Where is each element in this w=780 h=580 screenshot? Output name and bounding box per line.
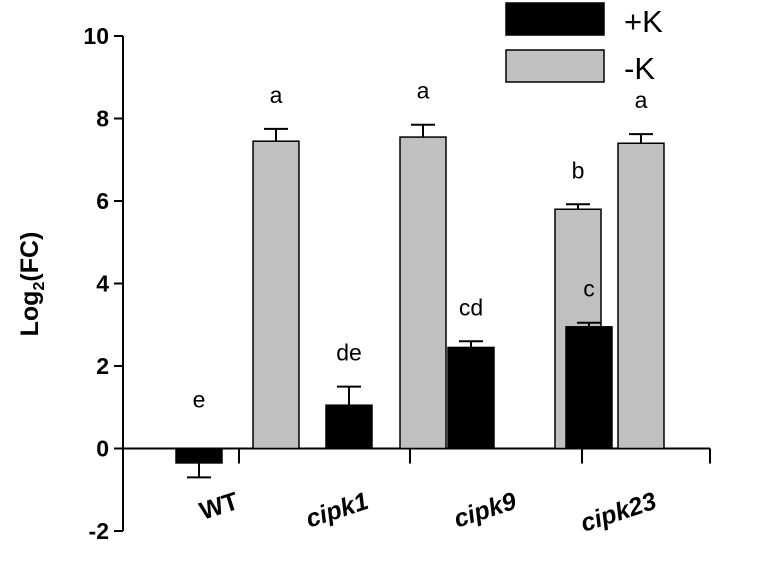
bar-minusK-cipk23 (617, 142, 665, 450)
y-tick-label-0: 0 (96, 436, 109, 462)
y-tick-label-6: 6 (96, 188, 109, 214)
sig-label-0-2: cd (459, 294, 483, 320)
y-tick-label-4: 4 (96, 271, 109, 297)
y-tick-label-2: 2 (96, 353, 109, 379)
legend-label-minusK: -K (624, 51, 655, 86)
y-tick-label-10: 10 (83, 23, 109, 49)
bar-minusK-WT (252, 140, 300, 450)
bar-plusK-cipk23 (565, 326, 613, 450)
sig-label-1-2: b (572, 157, 585, 183)
y-tick-label--2: -2 (89, 518, 109, 544)
category-label-WT: WT (196, 487, 242, 526)
legend-swatch-plusK (505, 2, 605, 36)
category-label-cipk23: cipk23 (577, 487, 660, 538)
sig-label-1-3: a (635, 87, 648, 113)
sig-label-0-0: e (193, 386, 206, 412)
bar-plusK-cipk9 (447, 346, 495, 450)
sig-label-1-1: a (417, 78, 430, 104)
sig-label-1-0: a (270, 82, 283, 108)
category-label-cipk9: cipk9 (450, 487, 520, 533)
category-label-cipk1: cipk1 (302, 487, 371, 533)
sig-label-0-1: de (336, 340, 362, 366)
sig-label-0-3: c (583, 276, 595, 302)
bar-minusK-cipk1 (399, 136, 447, 450)
y-tick-label-8: 8 (96, 106, 109, 132)
y-axis-label: Log2(FC) (16, 232, 48, 337)
bar-plusK-cipk1 (325, 404, 373, 450)
legend-label-plusK: +K (624, 4, 663, 39)
legend-swatch-minusK (505, 49, 605, 83)
bar-plusK-WT (175, 447, 223, 464)
